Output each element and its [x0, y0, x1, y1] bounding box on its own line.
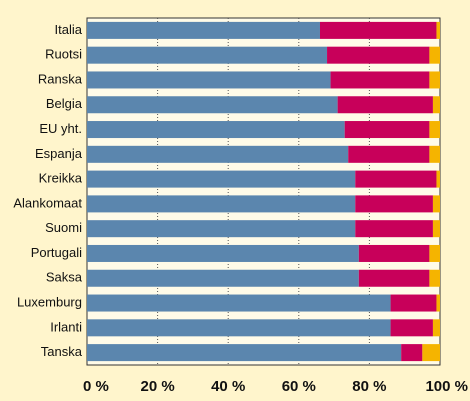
bar-segment	[390, 319, 433, 337]
bar-segment	[319, 21, 437, 39]
bar-segment	[436, 170, 440, 188]
bar-segment	[355, 220, 433, 238]
bar-segment	[436, 21, 440, 39]
bar-segment	[429, 269, 440, 287]
bar-segment	[432, 195, 440, 213]
x-tick-label: 40 %	[211, 378, 245, 395]
bar-segment	[422, 344, 440, 362]
bar-segment	[344, 121, 430, 139]
category-label: Ranska	[38, 71, 83, 86]
category-label: Ruotsi	[45, 47, 82, 62]
category-label: Alankomaat	[13, 195, 82, 210]
bar-segment	[87, 46, 328, 64]
bar-segment	[337, 96, 433, 114]
bar-segment	[87, 344, 402, 362]
category-label: Suomi	[45, 220, 82, 235]
bar-segment	[87, 319, 391, 337]
category-label: Kreikka	[39, 171, 83, 186]
bar-segment	[432, 220, 440, 238]
bar-segment	[355, 195, 433, 213]
bar-segment	[355, 170, 437, 188]
bar-segment	[429, 46, 440, 64]
bar-segment	[87, 21, 320, 39]
bar-segment	[87, 294, 391, 312]
bar-segment	[87, 220, 356, 238]
category-label: Belgia	[46, 96, 83, 111]
bar-segment	[401, 344, 423, 362]
bar-segment	[429, 121, 440, 139]
bar-segment	[330, 71, 430, 89]
bar-segment	[87, 96, 338, 114]
category-label: EU yht.	[39, 121, 82, 136]
category-label: Irlanti	[50, 319, 82, 334]
plot-area	[86, 17, 441, 366]
bar-segment	[87, 71, 331, 89]
category-label: Saksa	[46, 270, 83, 285]
bar-segment	[432, 319, 440, 337]
bar-segment	[348, 145, 430, 163]
x-tick-label: 80 %	[352, 378, 386, 395]
category-label: Italia	[55, 22, 83, 37]
bar-segment	[87, 195, 356, 213]
x-tick-label: 100 %	[425, 378, 468, 395]
category-label: Tanska	[41, 344, 83, 359]
bar-segment	[87, 269, 359, 287]
category-label: Luxemburg	[17, 294, 82, 309]
bar-segment	[87, 145, 349, 163]
x-tick-label: 0 %	[83, 378, 109, 395]
bar-segment	[358, 244, 430, 262]
bar-segment	[429, 71, 440, 89]
x-tick-label: 60 %	[282, 378, 316, 395]
bar-segment	[429, 244, 440, 262]
bar-segment	[358, 269, 430, 287]
bar-segment	[432, 96, 440, 114]
bar-segment	[429, 145, 440, 163]
bar-segment	[390, 294, 437, 312]
category-label: Espanja	[35, 146, 83, 161]
bar-segment	[436, 294, 440, 312]
bar-segment	[327, 46, 430, 64]
bar-segment	[87, 244, 359, 262]
x-tick-label: 20 %	[140, 378, 174, 395]
category-label: Portugali	[31, 245, 82, 260]
bar-segment	[87, 121, 345, 139]
bar-segment	[87, 170, 356, 188]
